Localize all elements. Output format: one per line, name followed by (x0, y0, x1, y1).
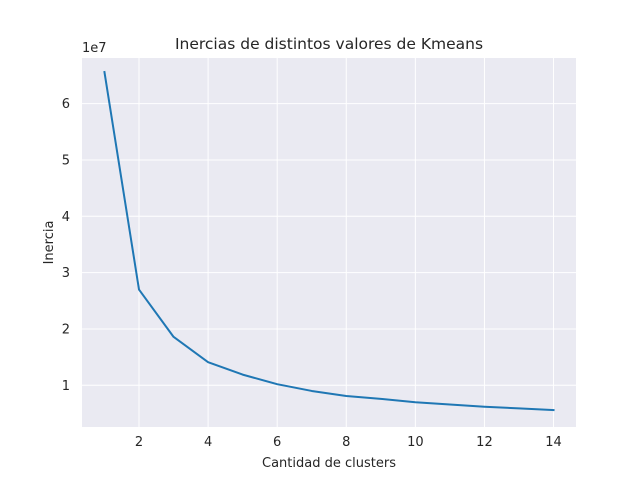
x-tick-label: 4 (204, 435, 212, 450)
x-tick-label: 12 (476, 435, 493, 450)
series-line (103, 70, 555, 412)
y-axis-label: Inercia (42, 221, 57, 265)
plot-area (82, 58, 576, 427)
y-axis-offset-label: 1e7 (82, 41, 107, 56)
y-tick-label: 6 (62, 97, 70, 112)
series-layer (103, 70, 555, 412)
x-tick-label: 2 (135, 435, 143, 450)
x-tick-label: 10 (407, 435, 424, 450)
y-tick-label: 1 (62, 379, 70, 394)
x-tick-label: 14 (545, 435, 562, 450)
y-tick-label: 3 (62, 266, 70, 281)
x-axis-label: Cantidad de clusters (262, 456, 396, 471)
y-tick-label: 4 (62, 210, 70, 225)
x-tick-label: 6 (273, 435, 281, 450)
grid (82, 58, 576, 427)
y-tick-label: 5 (62, 153, 70, 168)
chart-title: Inercias de distintos valores de Kmeans (175, 35, 483, 53)
y-tick-label: 2 (62, 322, 70, 337)
x-tick-label: 8 (342, 435, 350, 450)
